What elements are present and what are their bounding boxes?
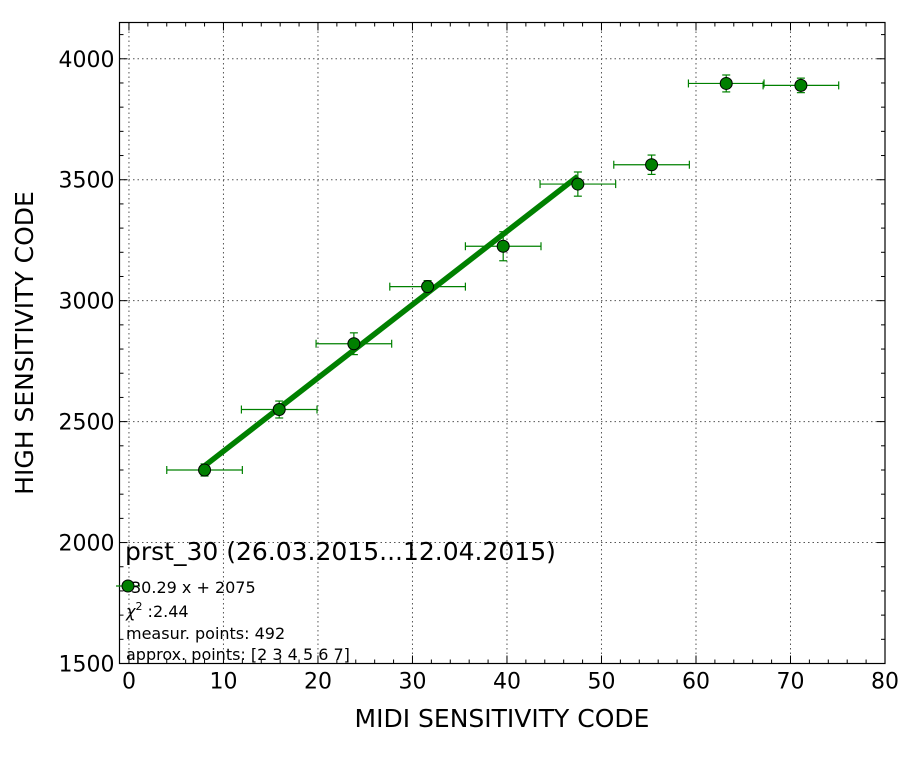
y-tick-label: 2500 bbox=[59, 411, 115, 436]
chi2-value: :2.44 bbox=[142, 602, 188, 621]
data-point bbox=[272, 403, 286, 417]
legend: 30.29 x + 2075 bbox=[116, 578, 256, 597]
x-tick-label: 40 bbox=[493, 670, 521, 695]
tick-labels: 0 10 20 30 40 50 60 70 80 1500 2000 2500 3000 3500 400… bbox=[59, 48, 900, 695]
grid bbox=[119, 22, 885, 664]
fit-line bbox=[202, 174, 580, 469]
legend-fit-label: 30.29 x + 2075 bbox=[131, 578, 256, 597]
x-tick-label: 20 bbox=[304, 670, 332, 695]
fit-series bbox=[202, 174, 580, 469]
data-point bbox=[571, 177, 585, 191]
y-tick-label: 3000 bbox=[59, 290, 115, 315]
approx-points-annotation: approx. points: [2 3 4 5 6 7] bbox=[126, 645, 350, 664]
data-point bbox=[198, 463, 212, 477]
y-axis-label: HIGH SENSITIVITY CODE bbox=[10, 191, 39, 495]
y-tick-label: 1500 bbox=[59, 653, 115, 678]
plot-frame bbox=[118, 21, 886, 665]
panel-title: prst_30 (26.03.2015...12.04.2015) bbox=[125, 537, 556, 566]
x-tick-label: 0 bbox=[122, 670, 136, 695]
x-axis-label: MIDI SENSITIVITY CODE bbox=[355, 704, 650, 733]
x-tick-label: 30 bbox=[398, 670, 426, 695]
data-point bbox=[794, 78, 808, 92]
measurement-points-annotation: measur. points: 492 bbox=[126, 624, 285, 643]
data-points bbox=[198, 76, 808, 477]
chi2-superscript: 2 bbox=[135, 600, 142, 613]
chi2-annotation: χ2 :2.44 bbox=[125, 600, 189, 621]
x-tick-label: 50 bbox=[587, 670, 615, 695]
x-tick-label: 70 bbox=[776, 670, 804, 695]
y-tick-label: 2000 bbox=[59, 532, 115, 557]
x-tick-label: 60 bbox=[682, 670, 710, 695]
chi2-symbol: χ bbox=[125, 602, 136, 621]
data-point bbox=[645, 158, 659, 172]
legend-marker bbox=[121, 579, 135, 593]
y-tick-label: 3500 bbox=[59, 169, 115, 194]
ticks bbox=[119, 22, 886, 664]
data-point bbox=[421, 280, 435, 294]
data-point bbox=[347, 337, 361, 351]
y-tick-label: 4000 bbox=[59, 48, 115, 73]
x-tick-label: 10 bbox=[209, 670, 237, 695]
x-tick-label: 80 bbox=[871, 670, 899, 695]
data-point bbox=[719, 76, 733, 90]
data-point bbox=[496, 239, 510, 253]
